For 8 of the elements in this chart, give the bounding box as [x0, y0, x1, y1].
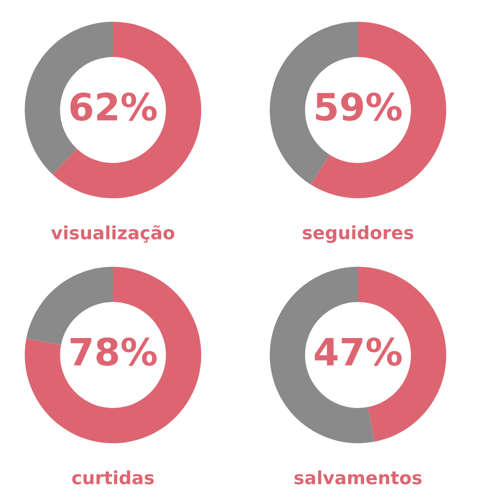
data-label: 59% — [316, 92, 402, 121]
text: salvamentos — [294, 470, 422, 484]
data-label: 62% — [70, 92, 157, 121]
text: seguidores — [302, 225, 414, 244]
text: visualização — [51, 225, 174, 243]
data-label: 47% — [314, 338, 402, 366]
text: curtidas — [72, 470, 154, 484]
data-label: 78% — [70, 338, 157, 366]
